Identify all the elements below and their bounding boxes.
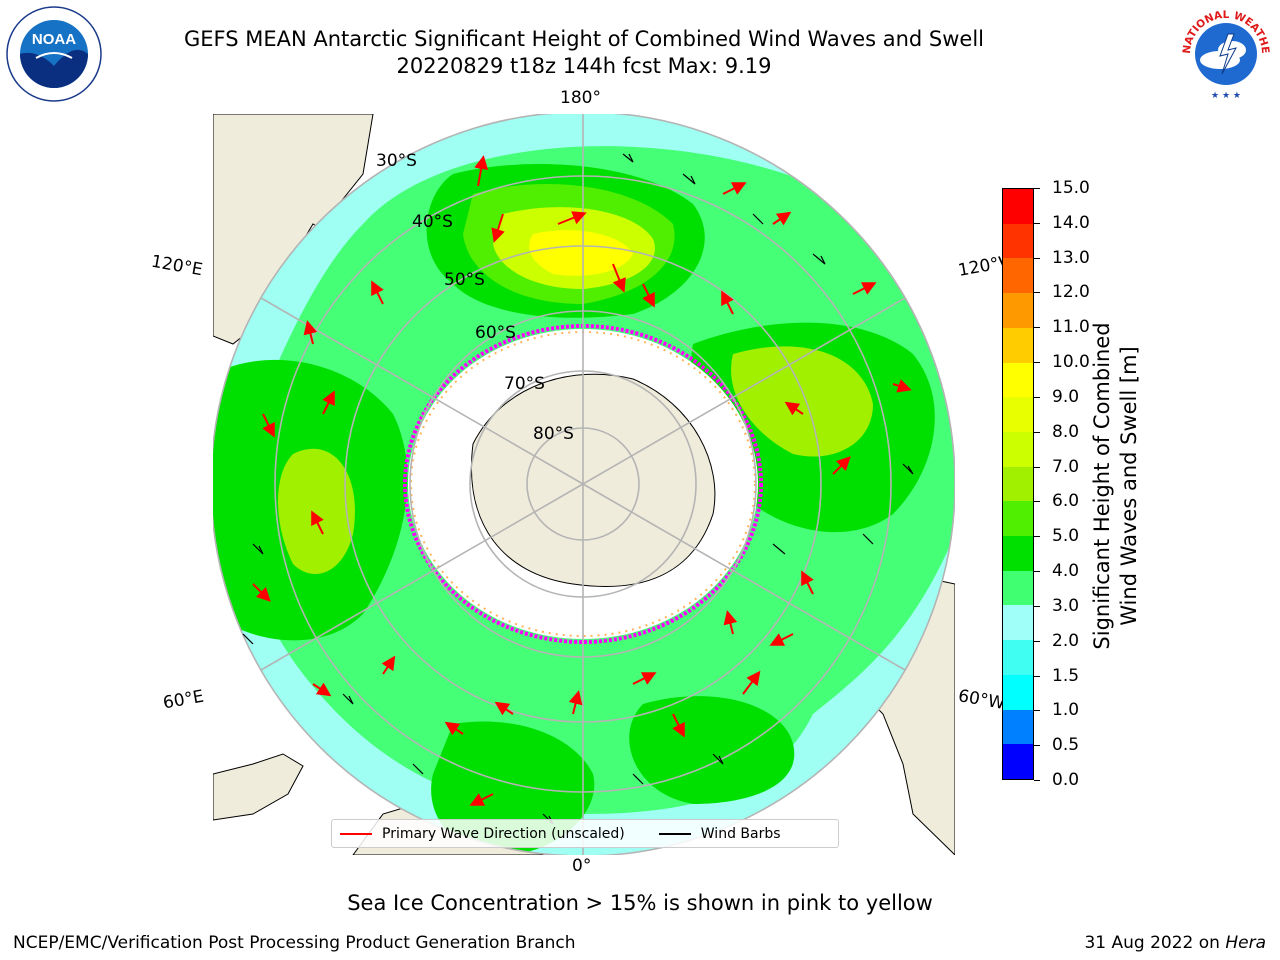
colorbar-segment <box>1003 605 1033 641</box>
footer-credit: NCEP/EMC/Verification Post Processing Pr… <box>13 933 576 953</box>
colorbar-segment <box>1003 293 1033 328</box>
colorbar-tick-mark <box>1034 640 1040 642</box>
colorbar-tick-mark <box>1034 536 1040 538</box>
colorbar-tick-mark <box>1034 675 1040 677</box>
colorbar-segment <box>1003 397 1033 432</box>
colorbar-tick-mark <box>1034 431 1040 433</box>
colorbar-tick-mark <box>1034 327 1040 329</box>
colorbar-tick-label: 3.0 <box>1052 595 1080 616</box>
colorbar-title-line1: Significant Height of Combined <box>1090 322 1114 650</box>
colorbar-tick-label: 1.5 <box>1052 665 1080 686</box>
legend-wind-barbs-label: Wind Barbs <box>700 825 781 842</box>
colorbar-tick-mark <box>1034 257 1040 259</box>
sea-ice-note: Sea Ice Concentration > 15% is shown in … <box>347 891 933 915</box>
colorbar-tick-label: 8.0 <box>1052 421 1080 442</box>
colorbar-tick-mark <box>1034 501 1040 503</box>
colorbar-tick-label: 10.0 <box>1052 352 1090 373</box>
colorbar-segment <box>1003 258 1033 294</box>
lat-label-80s: 80°S <box>533 424 574 444</box>
wind-barbs-swatch <box>658 832 691 835</box>
colorbar-segment <box>1003 709 1033 745</box>
wave-direction-swatch <box>340 832 372 835</box>
colorbar-tick-mark <box>1034 571 1040 573</box>
colorbar-tick-mark <box>1034 466 1040 468</box>
colorbar-segment <box>1003 223 1033 259</box>
footer-host: Hera <box>1225 933 1266 953</box>
lat-label-60s: 60°S <box>475 323 516 343</box>
colorbar-tick-mark <box>1034 362 1040 364</box>
colorbar-tick-label: 11.0 <box>1052 317 1090 338</box>
colorbar-tick-label: 0.5 <box>1052 735 1080 756</box>
colorbar-tick-label: 7.0 <box>1052 456 1080 477</box>
colorbar-tick-mark <box>1034 188 1040 189</box>
colorbar-tick-label: 12.0 <box>1052 282 1090 303</box>
colorbar-tick-mark <box>1034 745 1040 747</box>
lat-label-30s: 30°S <box>376 151 417 171</box>
chart-title: GEFS MEAN Antarctic Significant Height o… <box>183 27 985 51</box>
colorbar-tick-label: 1.0 <box>1052 700 1080 721</box>
colorbar-tick-label: 13.0 <box>1052 247 1090 268</box>
colorbar-segment <box>1003 536 1033 571</box>
colorbar-segment <box>1003 466 1033 502</box>
colorbar-tick-label: 14.0 <box>1052 212 1090 233</box>
lat-label-70s: 70°S <box>504 374 545 394</box>
map-legend: Primary Wave Direction (unscaled) Wind B… <box>331 819 839 848</box>
colorbar-tick-mark <box>1034 222 1040 224</box>
colorbar-tick-label: 15.0 <box>1052 178 1090 198</box>
colorbar-tick-mark <box>1034 396 1040 398</box>
lon-label-60e: 60°E <box>161 686 206 714</box>
colorbar-segment <box>1003 570 1033 606</box>
legend-entry-wave-direction: Primary Wave Direction (unscaled) <box>340 826 625 842</box>
colorbar-tick-label: 6.0 <box>1052 491 1080 512</box>
colorbar-tick-mark <box>1034 292 1040 294</box>
lon-label-180: 180° <box>560 88 601 108</box>
lat-label-40s: 40°S <box>412 212 453 232</box>
colorbar-tick-mark <box>1034 710 1040 712</box>
colorbar-tick-mark <box>1034 780 1040 781</box>
noaa-wordmark: NOAA <box>32 31 76 48</box>
lon-label-0: 0° <box>572 856 592 876</box>
legend-wave-direction-label: Primary Wave Direction (unscaled) <box>382 825 625 842</box>
colorbar <box>1002 188 1034 780</box>
colorbar-segment <box>1003 744 1033 779</box>
colorbar-tick-label: 9.0 <box>1052 386 1080 407</box>
footer-date: 31 Aug 2022 on Hera <box>1084 933 1266 953</box>
wind-barbs <box>242 153 914 825</box>
colorbar-segment <box>1003 362 1033 398</box>
lon-label-60w: 60°W <box>956 686 1007 714</box>
colorbar-segment <box>1003 501 1033 537</box>
svg-text:★ ★ ★: ★ ★ ★ <box>1211 91 1241 101</box>
lon-label-120e: 120°E <box>149 251 205 281</box>
colorbar-tick-mark <box>1034 605 1040 607</box>
colorbar-segment <box>1003 189 1033 224</box>
colorbar-tick-label: 5.0 <box>1052 526 1080 547</box>
wave-direction-arrows <box>252 155 912 806</box>
colorbar-segment <box>1003 674 1033 710</box>
graticule <box>213 114 955 855</box>
lat-label-50s: 50°S <box>444 270 485 290</box>
chart-subtitle: 20220829 t18z 144h fcst Max: 9.19 <box>396 54 772 78</box>
nws-logo: NATIONAL WEATHER SERVICE ★ ★ ★ <box>1176 4 1274 102</box>
legend-entry-wind-barbs: Wind Barbs <box>658 825 781 842</box>
colorbar-tick-label: 0.0 <box>1052 770 1080 790</box>
noaa-logo: NOAA <box>6 6 102 102</box>
colorbar-segment <box>1003 431 1033 467</box>
colorbar-segment <box>1003 640 1033 675</box>
polar-map <box>213 114 955 855</box>
colorbar-title-line2: Wind Waves and Swell [m] <box>1117 346 1141 626</box>
colorbar-tick-label: 2.0 <box>1052 630 1080 651</box>
footer-date-text: 31 Aug 2022 on <box>1084 933 1220 953</box>
colorbar-tick-label: 4.0 <box>1052 561 1080 582</box>
colorbar-segment <box>1003 327 1033 363</box>
